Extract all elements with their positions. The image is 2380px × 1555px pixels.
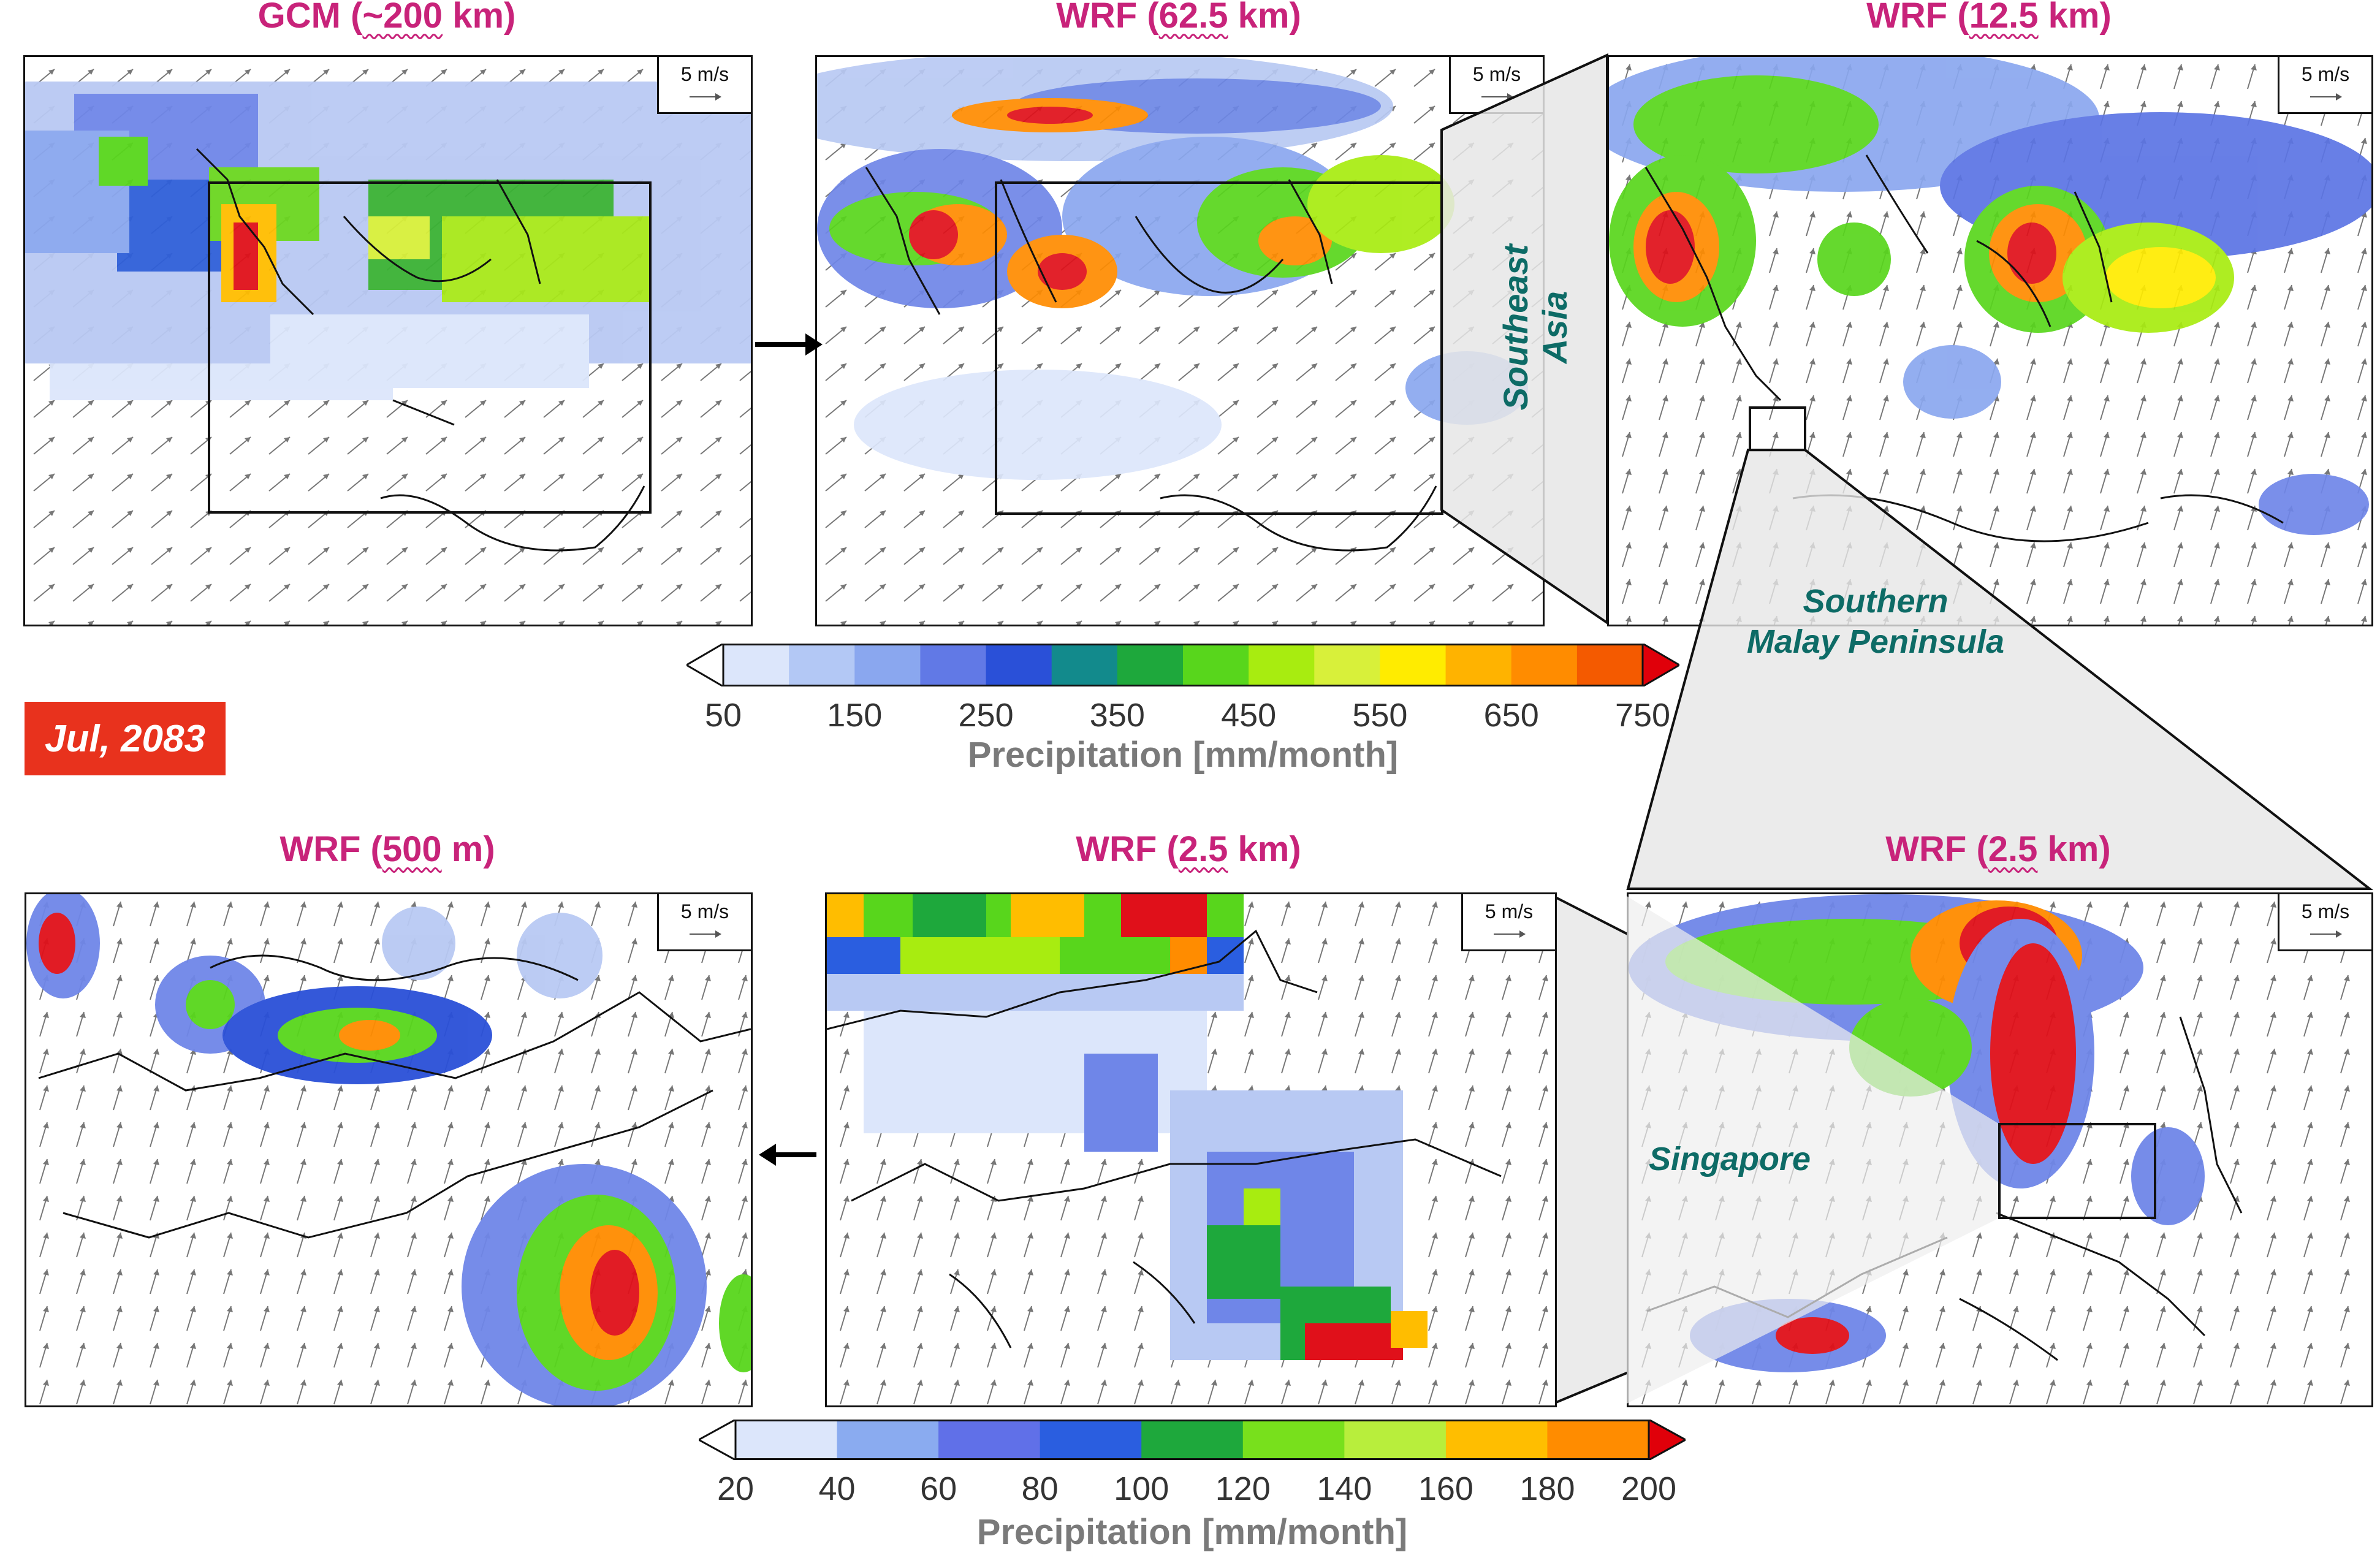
panel-title-wrf-2-5km-center: WRF (2.5 km) [1076,829,1301,869]
panel-title-gcm: GCM (~200 km) [257,0,516,36]
colorbar-swatch [1511,644,1578,686]
colorbar-over-triangle [1641,644,1679,686]
map-gcm: 5 m/s [23,55,753,626]
colorbar-swatch [854,644,921,686]
colorbar-over-triangle [1648,1420,1686,1460]
colorbar-monthly-title: Precipitation [mm/month] [967,735,1399,775]
colorbar-swatch [723,644,789,686]
map-wrf-62km: 5 m/s [815,55,1545,626]
colorbar-swatch [1141,1420,1244,1460]
colorbar-under-triangle [699,1420,737,1460]
colorbar-tick-label: 20 [717,1470,755,1507]
colorbar-swatch [1040,1420,1142,1460]
colorbar-swatch [986,644,1052,686]
colorbar-tick-label: 650 [1483,697,1539,734]
colorbar-frame [722,644,1644,686]
colorbar-swatch [1314,644,1380,686]
wind-key-wrf-500m: 5 m/s [657,894,751,951]
colorbar-swatch [837,1420,939,1460]
colorbar-swatch [1380,644,1447,686]
colorbar-swatch [1051,644,1118,686]
wind-key-wrf-12km: 5 m/s [2278,57,2371,114]
wind-key-gcm: 5 m/s [657,57,751,114]
colorbar-tick-label: 100 [1114,1470,1169,1507]
date-badge: Jul, 2083 [25,702,226,775]
map-wrf-500m: 5 m/s [25,892,753,1407]
colorbar-monthly-bar [686,644,1679,686]
map-wrf-12km: 5 m/s [1607,55,2373,626]
map-wrf-2-5km-center: 5 m/s [825,892,1557,1407]
colorbar-under-triangle [686,644,724,686]
colorbar-swatch [1445,644,1512,686]
arrow-gcm-to-wrf [755,333,823,355]
colorbar-fine-title: Precipitation [mm/month] [976,1512,1408,1552]
wind-key-wrf-2-5km-center: 5 m/s [1461,894,1555,951]
colorbar-tick-label: 40 [818,1470,856,1507]
colorbar-swatch [1249,644,1315,686]
panel-title-wrf-500m: WRF (500 m) [279,829,495,869]
colorbar-swatch [1547,1420,1649,1460]
colorbar-swatch [938,1420,1041,1460]
label-southern-malay-peninsula: Southern Malay Peninsula [1746,583,2005,660]
precip-field-wrf-2-5km-center [827,894,1555,1405]
colorbar-swatch [1242,1420,1345,1460]
nest-box-gcm [208,181,652,514]
colorbar-swatch [1576,644,1643,686]
colorbar-tick-label: 140 [1317,1470,1372,1507]
colorbar-tick-label: 120 [1215,1470,1271,1507]
colorbar-monthly: 50 150 250 350 450 550 650 750 Precipitation [m… [686,644,1679,775]
colorbar-fine-bar [699,1420,1686,1460]
colorbar-swatch [789,644,855,686]
colorbar-tick-label: 250 [958,697,1014,734]
precip-field-wrf-12km [1609,57,2371,625]
panel-title-wrf-12km: WRF (12.5 km) [1866,0,2112,36]
colorbar-swatch [736,1420,838,1460]
colorbar-tick-label: 200 [1621,1470,1677,1507]
colorbar-tick-label: 60 [920,1470,957,1507]
colorbar-tick-label: 80 [1021,1470,1059,1507]
label-southeast-asia: Southeast Asia [1496,244,1574,411]
colorbar-swatch [920,644,987,686]
wind-key-wrf-2-5km-right: 5 m/s [2278,894,2371,951]
colorbar-tick-label: 450 [1221,697,1277,734]
colorbar-swatch [1445,1420,1548,1460]
colorbar-tick-label: 550 [1352,697,1408,734]
label-singapore: Singapore [1649,1141,1811,1177]
colorbar-fine: 20 40 60 80 100 120 140 160 180 200 Precipitation… [699,1420,1686,1555]
colorbar-swatch [1117,644,1184,686]
colorbar-tick-label: 180 [1519,1470,1575,1507]
precip-field-gcm [25,57,751,625]
colorbar-swatch [1183,644,1249,686]
panel-title-wrf-62km: WRF (62.5 km) [1056,0,1301,36]
colorbar-frame [734,1420,1650,1460]
wind-key-wrf-62km: 5 m/s [1449,57,1543,114]
precip-field-wrf-62km [817,57,1543,625]
panel-title-wrf-2-5km-right: WRF (2.5 km) [1885,829,2111,869]
colorbar-tick-label: 160 [1418,1470,1473,1507]
colorbar-tick-label: 150 [827,697,883,734]
precip-field-wrf-500m [26,894,751,1405]
colorbar-tick-label: 750 [1614,697,1671,734]
colorbar-tick-label: 350 [1089,697,1145,734]
colorbar-swatch [1344,1420,1447,1460]
arrow-to-wrf-500m [759,1144,816,1166]
colorbar-tick-label: 50 [704,697,742,734]
